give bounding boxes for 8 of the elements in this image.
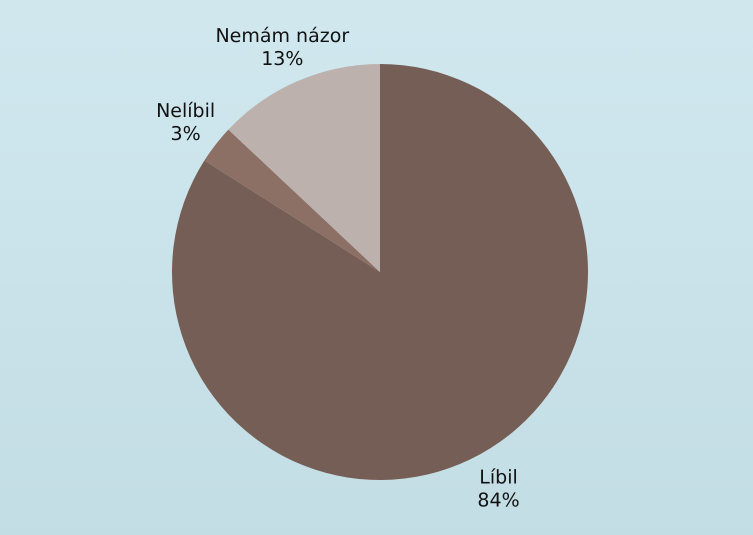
pie-slice xyxy=(204,130,380,272)
pie-slice xyxy=(228,64,380,272)
data-label: 3% xyxy=(170,123,201,146)
data-label: 84% xyxy=(477,490,520,512)
slice-label: Nemám názor xyxy=(215,25,350,48)
data-label: 13% xyxy=(261,48,304,70)
slice-label: Nelíbil xyxy=(156,100,216,122)
slice-label: Líbil xyxy=(479,466,518,489)
